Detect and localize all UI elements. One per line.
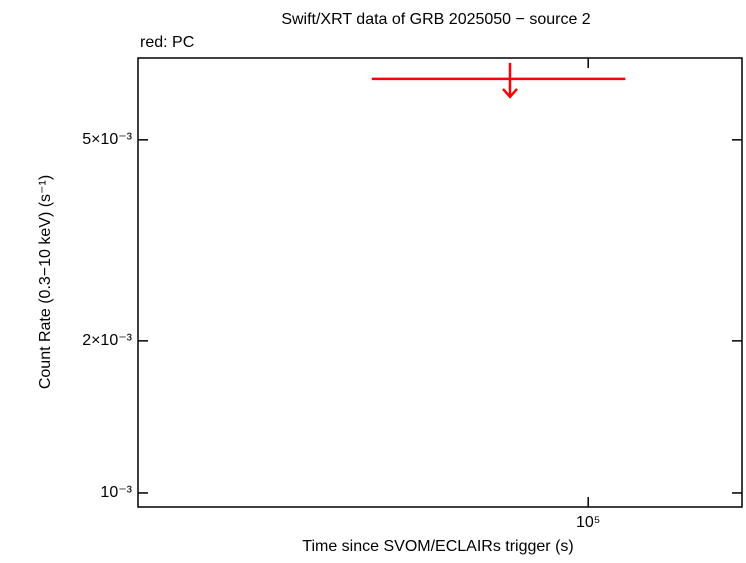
plot-frame — [137, 57, 743, 508]
y-tick-label: 5×10⁻³ — [82, 131, 132, 148]
x-axis-label: Time since SVOM/ECLAIRs trigger (s) — [302, 538, 573, 555]
chart-title: Swift/XRT data of GRB 2025050 − source 2 — [281, 11, 590, 28]
x-tick-label: 10⁵ — [576, 514, 600, 531]
subtitle: red: PC — [140, 34, 194, 51]
y-axis-label: Count Rate (0.3−10 keV) (s⁻¹) — [37, 175, 54, 389]
y-tick-label: 2×10⁻³ — [82, 332, 132, 349]
upper-limit-head — [502, 88, 518, 99]
y-tick-label: 10⁻³ — [100, 484, 132, 501]
